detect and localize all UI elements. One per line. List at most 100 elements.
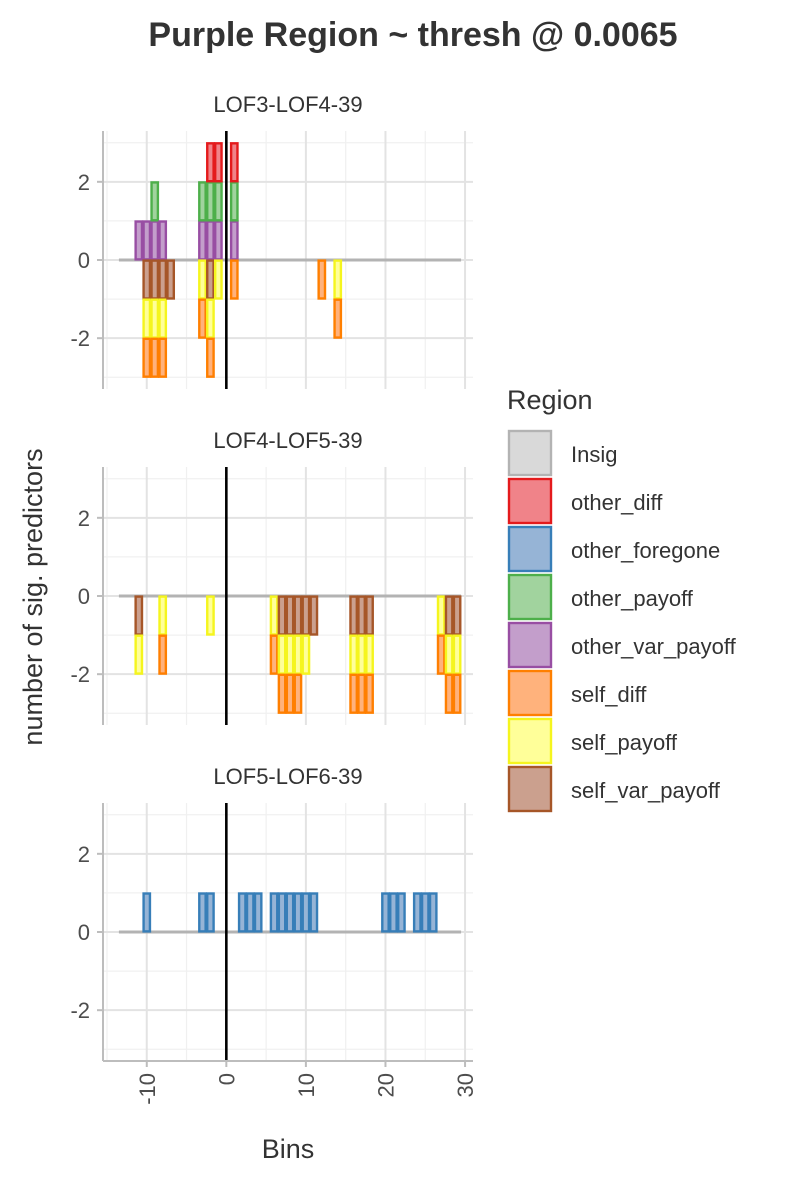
bar-segment-self-var-payoff: [285, 595, 295, 636]
bar-segment-self-payoff: [213, 259, 223, 300]
bar-segment-self-var-payoff: [357, 595, 366, 636]
bar-segment-self-payoff: [285, 634, 295, 675]
bar-segment-self-diff: [229, 259, 239, 300]
bar-segment-self-diff: [333, 298, 343, 339]
bar-segment-self-var-payoff: [150, 259, 160, 300]
bar-segment-other-var-payoff: [158, 220, 168, 261]
bar-segment-self-var-payoff: [452, 595, 462, 636]
bar-segment-self-diff: [365, 673, 374, 714]
legend-label: self_var_payoff: [571, 778, 721, 803]
legend-item-self-diff: self_diff: [507, 669, 647, 717]
bar-segment-other-var-payoff: [206, 220, 215, 261]
legend-item-other-foregone: other_foregone: [507, 525, 720, 573]
bar-segment-other-payoff: [213, 181, 223, 222]
bar-segment-other-foregone: [397, 892, 406, 933]
bar-segment-self-diff: [317, 259, 327, 300]
bar-segment-self-diff: [452, 673, 462, 714]
x-tick-label: 30: [453, 1073, 478, 1097]
bar-segment-other-foregone: [269, 892, 279, 933]
bar-segment-self-var-payoff: [293, 595, 303, 636]
bar-segment-other-foregone: [142, 892, 152, 933]
bar-segment-self-var-payoff: [158, 259, 168, 300]
y-tick-label: 2: [78, 170, 90, 195]
legend-swatch: [507, 573, 553, 621]
bar-segment-other-payoff: [206, 181, 215, 222]
facet-panels: LOF3-LOF4-39-202 LOF4-LOF5-39 -2 0 2 LOF5-LOF…: [70, 92, 473, 1061]
bar-segment-other-var-payoff: [213, 220, 223, 261]
bar-segment-self-payoff: [365, 634, 374, 675]
bar-segment-other-foregone: [293, 892, 303, 933]
legend-item-self-payoff: self_payoff: [507, 717, 678, 765]
bar-segment-other-foregone: [420, 892, 430, 933]
bar-segment-other-var-payoff: [150, 220, 160, 261]
bar-segment-self-payoff: [277, 634, 287, 675]
bar-segment-other-foregone: [253, 892, 263, 933]
bar-segment-self-payoff: [349, 634, 359, 675]
bar-segment-self-var-payoff: [365, 595, 374, 636]
bar-segment-other-foregone: [412, 892, 422, 933]
bar-segment-other-foregone: [428, 892, 438, 933]
legend-item-other-var-payoff: other_var_payoff: [507, 621, 737, 669]
y-axis-label: number of sig. predictors: [18, 448, 48, 745]
bar-segment-self-var-payoff: [206, 259, 215, 300]
bar-segment-self-var-payoff: [142, 259, 152, 300]
bar-segment-self-diff: [293, 673, 303, 714]
legend-swatch: [507, 429, 553, 477]
legend-swatch: [507, 669, 553, 717]
bar-segment-other-payoff: [198, 181, 207, 222]
bar-segment-other-diff: [229, 142, 239, 183]
bar-segment-other-var-payoff: [134, 220, 144, 261]
bar-segment-other-foregone: [301, 892, 311, 933]
bar-segment-self-payoff: [452, 634, 462, 675]
bar-segment-other-diff: [213, 142, 223, 183]
legend-item-self-var-payoff: self_var_payoff: [507, 765, 721, 813]
legend-label: other_diff: [571, 490, 663, 515]
bar-segment-self-diff: [158, 337, 168, 378]
bar-segment-self-diff: [158, 634, 168, 675]
bar-segment-self-diff: [206, 337, 215, 378]
bar-segment-self-payoff: [293, 634, 303, 675]
bar-segment-self-payoff: [269, 595, 279, 636]
bar-segment-self-var-payoff: [277, 595, 287, 636]
bar-segment-self-payoff: [142, 298, 152, 339]
bar-segment-other-foregone: [277, 892, 287, 933]
bar-segment-self-payoff: [206, 298, 215, 339]
bar-segment-self-var-payoff: [444, 595, 454, 636]
legend: Region Insig other_diff other_foregoneothe…: [507, 385, 737, 813]
bar-segment-self-payoff: [158, 595, 168, 636]
legend-swatch: [507, 765, 553, 813]
bar-segment-other-foregone: [381, 892, 390, 933]
bar-segment-self-diff: [269, 634, 279, 675]
panel-2: LOF4-LOF5-39 -2 0 2: [70, 428, 473, 725]
bar-segment-self-payoff: [158, 298, 168, 339]
legend-label: self_payoff: [571, 730, 678, 755]
bar-segment-self-payoff: [134, 634, 144, 675]
bar-segment-self-diff: [357, 673, 366, 714]
x-tick-label: 10: [294, 1073, 319, 1097]
legend-swatch: [507, 477, 553, 525]
y-tick-label: -2: [70, 998, 90, 1023]
x-axis-label: Bins: [262, 1134, 315, 1164]
bar-segment-other-foregone: [285, 892, 295, 933]
x-axis: -10 0 10 20 30: [103, 1060, 478, 1105]
bar-segment-self-payoff: [444, 634, 454, 675]
bar-segment-other-diff: [206, 142, 215, 183]
bar-segment-other-var-payoff: [142, 220, 152, 261]
bar-segment-self-payoff: [206, 595, 215, 636]
legend-swatch: [507, 621, 553, 669]
legend-label: other_payoff: [571, 586, 694, 611]
y-tick-label: 0: [78, 584, 90, 609]
bar-segment-self-diff: [150, 337, 160, 378]
bar-segment-self-payoff: [301, 634, 311, 675]
bar-segment-self-var-payoff: [166, 259, 176, 300]
panel-label: LOF4-LOF5-39: [213, 428, 362, 453]
y-tick-label: 2: [78, 506, 90, 531]
panel-1: LOF3-LOF4-39 -2 0 2: [70, 92, 473, 389]
bar-segment-self-payoff: [150, 298, 160, 339]
panel-label: LOF3-LOF4-39: [213, 92, 362, 117]
bar-segment-self-diff: [277, 673, 287, 714]
legend-label: self_diff: [571, 682, 647, 707]
legend-item-other-payoff: other_payoff: [507, 573, 694, 621]
panel-3: LOF5-LOF6-39 -2 0 2: [70, 764, 473, 1061]
bar-segment-self-var-payoff: [349, 595, 359, 636]
